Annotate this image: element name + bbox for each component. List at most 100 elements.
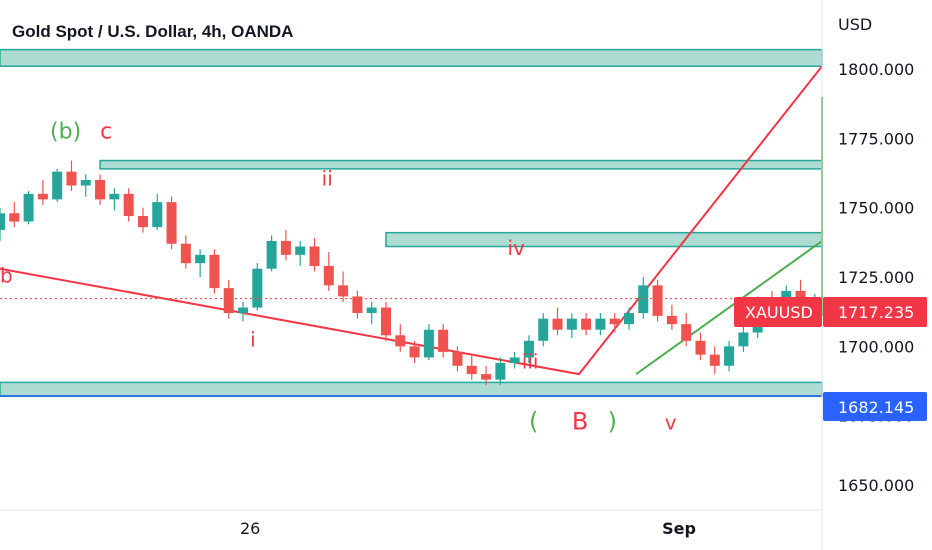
price-tick-5: 1700.000 <box>838 337 914 356</box>
candle-body <box>37 193 48 200</box>
candle-31 <box>423 324 434 361</box>
level-price-value: 1682.145 <box>838 398 914 417</box>
price-tick-3: 1750.000 <box>838 199 914 218</box>
price-tick-1: 1800.000 <box>838 60 914 79</box>
wave-label-10: ) <box>608 408 617 436</box>
candle-body <box>309 246 320 266</box>
wave-label-5: iv <box>507 236 525 260</box>
price-axis[interactable]: USD 1800.000 1775.000 1750.000 1725.000 1700… <box>838 15 914 495</box>
candle-body <box>23 193 34 222</box>
candle-40 <box>552 307 563 336</box>
wave-label-3: b <box>0 264 13 288</box>
candles-layer <box>0 160 820 386</box>
symbol-label: XAUUSD <box>745 303 813 322</box>
candle-45 <box>624 307 635 330</box>
price-tick-4: 1725.000 <box>838 268 914 287</box>
candle-body <box>538 318 549 341</box>
candle-30 <box>409 340 420 364</box>
candle-5 <box>52 168 63 203</box>
candle-body <box>409 346 420 358</box>
candle-body <box>95 179 106 200</box>
zone-rect-1[interactable] <box>0 48 823 67</box>
candle-body <box>266 240 277 269</box>
candle-48 <box>666 304 677 330</box>
candle-body <box>595 318 606 330</box>
time-axis[interactable]: 26 Sep <box>240 519 696 538</box>
candle-8 <box>95 174 106 205</box>
candle-18 <box>238 301 249 322</box>
candle-body <box>466 365 477 375</box>
zone-rect-4[interactable] <box>0 381 823 398</box>
candle-41 <box>566 313 577 339</box>
candle-body <box>581 318 592 330</box>
candle-35 <box>481 365 492 386</box>
candle-15 <box>195 249 206 278</box>
candle-12 <box>152 193 163 230</box>
candle-body <box>624 313 635 325</box>
chart-title: Gold Spot / U.S. Dollar, 4h, OANDA <box>12 22 293 41</box>
candle-body <box>223 288 234 314</box>
candle-19 <box>252 263 263 311</box>
candle-53 <box>738 326 749 352</box>
time-tick-1: 26 <box>240 519 260 538</box>
candle-52 <box>724 340 735 372</box>
candle-14 <box>180 235 191 269</box>
candle-body <box>152 202 163 228</box>
zone-rect-2[interactable] <box>99 159 823 170</box>
candle-2 <box>9 202 20 228</box>
candle-37 <box>509 351 520 369</box>
wave-label-2: c <box>100 119 112 144</box>
candle-body <box>180 243 191 264</box>
candle-44 <box>609 313 620 333</box>
candle-body <box>238 307 249 314</box>
candle-20 <box>266 235 277 272</box>
candle-body <box>323 265 334 286</box>
candle-43 <box>595 313 606 336</box>
candle-body <box>338 285 349 297</box>
candle-body <box>695 340 706 355</box>
candle-33 <box>452 346 463 372</box>
candle-32 <box>438 324 449 358</box>
level-price-badge: 1682.145 <box>823 392 927 421</box>
candle-body <box>666 315 677 325</box>
wave-label-11: v <box>665 411 677 435</box>
candle-body <box>609 318 620 325</box>
price-tick-7: 1650.000 <box>838 476 914 495</box>
candle-body <box>380 307 391 336</box>
candle-body <box>66 171 77 186</box>
last-price-tag <box>823 297 927 327</box>
wave-label-1: (b) <box>50 119 81 144</box>
candle-42 <box>581 313 592 336</box>
candle-body <box>495 363 506 380</box>
candle-21 <box>280 229 291 261</box>
candle-body <box>52 171 63 200</box>
candle-34 <box>466 354 477 380</box>
candle-39 <box>538 313 549 347</box>
candle-body <box>652 285 663 316</box>
candle-body <box>638 285 649 314</box>
candle-body <box>352 296 363 314</box>
candle-body <box>481 374 492 380</box>
candle-body <box>423 329 434 358</box>
candle-27 <box>366 301 377 325</box>
candle-1 <box>0 207 6 241</box>
candle-body <box>681 324 692 341</box>
last-price-value: 1717.235 <box>838 303 914 322</box>
last-price-badge: XAUUSD 1717.235 <box>734 297 927 327</box>
candle-49 <box>681 313 692 347</box>
zones-layer <box>0 48 823 398</box>
candle-body <box>566 318 577 330</box>
candle-16 <box>209 249 220 294</box>
zone-rect-3[interactable] <box>385 231 823 248</box>
candle-28 <box>380 301 391 341</box>
candle-body <box>195 254 206 264</box>
candle-body <box>795 290 806 302</box>
candle-38 <box>523 335 534 364</box>
candle-body <box>123 193 134 217</box>
candle-body <box>252 268 263 308</box>
candle-body <box>452 351 463 366</box>
candle-body <box>724 346 735 366</box>
